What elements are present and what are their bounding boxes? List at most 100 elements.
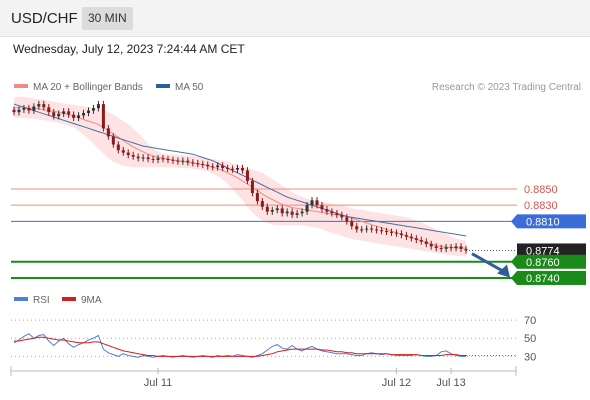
candle-body [380,230,384,232]
bollinger-band [14,96,466,257]
pivot-tag [517,214,586,229]
resistance-label: 0.8850 [524,184,558,196]
pivot-tag-pointer [511,214,517,229]
candle-body [181,160,185,162]
candle-body [275,208,279,211]
candle-body [136,156,140,159]
rsi-legend-swatch [14,297,28,301]
candle-body [345,217,349,222]
support-tag-pointer [511,270,517,285]
price-legend: MA 20 + Bollinger Bands MA 50 Research ©… [14,82,581,93]
candle-body [191,162,195,164]
support-label: 0.8740 [526,273,560,285]
candle-body [62,111,66,114]
ma20-line [13,106,466,249]
candle-body [87,110,91,113]
candle-body [449,247,453,249]
forecast-arrow [471,252,510,278]
candle-body [131,155,135,157]
candle-body [42,104,46,108]
candle-body [270,210,274,212]
support-tag-pointer [511,254,517,269]
candle-body [260,201,264,207]
candle-body [17,109,21,113]
candle-body [27,108,31,111]
candle-body [72,114,76,118]
rsi-ma-legend-label: 9MA [81,295,102,306]
attribution-text: Research © 2023 Trading Central [432,82,581,93]
candle-body [350,221,354,227]
candle-body [429,243,433,247]
candle-body [444,247,448,249]
rsi-line [13,333,466,358]
timeframe-button[interactable]: 30 MIN [82,7,133,30]
x-tick-label: Jul 13 [436,377,465,389]
rsi-tick-label: 50 [524,333,536,345]
candle-body [255,193,259,202]
candle-body [335,213,339,215]
candle-body [47,107,51,113]
rsi-legend-label: RSI [33,295,50,306]
candle-body [221,165,225,168]
candle-body [315,200,319,206]
candle-body [171,159,175,161]
candle-body [320,205,324,210]
forecast-arrowhead [497,264,510,278]
support-label: 0.8760 [526,257,560,269]
candle-body [310,200,314,206]
candle-body [414,238,418,240]
candle-body [166,159,170,161]
candle-body [77,115,81,118]
candle-body [156,158,160,160]
resistance-label: 0.8830 [524,200,558,212]
candle-body [206,164,210,167]
symbol-label: USD/CHF [11,10,78,27]
candle-body [370,228,374,230]
candle-body [240,167,244,171]
candle-body [111,136,115,145]
candle-body [424,241,428,244]
candle-body [37,104,41,107]
candle-body [285,211,289,214]
candle-body [161,158,165,160]
ma20-legend-label: MA 20 + Bollinger Bands [33,82,143,93]
rsi-tick-label: 30 [524,351,536,363]
rsi-ma-legend-swatch [62,297,76,301]
candle-body [305,205,309,212]
chart-datetime: Wednesday, July 12, 2023 7:24:44 AM CET [13,42,245,56]
bollinger-band-area [14,96,466,257]
candle-body [96,104,100,109]
candle-body [82,112,86,116]
rsi-ma-line [14,336,466,357]
candle-body [101,104,105,129]
candle-body [186,160,190,163]
candle-body [146,157,150,160]
candle-body [355,226,359,230]
forecast-arrow-shaft [471,252,503,272]
candle-body [141,157,145,159]
ma20-legend-swatch [14,84,28,88]
candle-body [226,167,230,169]
candle-body [404,235,408,237]
candle-body [22,108,26,110]
candle-body [325,209,329,212]
x-axis: Jul 11 Jul 12 Jul 13 [10,366,517,389]
candle-body [280,208,284,214]
candle-body [434,246,438,249]
candle-body [290,211,294,215]
current-price-label: 0.8774 [526,245,560,257]
candle-body [419,239,423,242]
candle-body [265,206,269,212]
candle-body [67,111,71,115]
moving-averages [13,103,467,249]
candle-body [245,170,249,181]
candle-body [196,163,200,165]
current-price-tag [517,243,586,258]
support-tag [517,254,586,269]
candle-body [201,163,205,165]
candle-body [106,128,110,137]
candle-body [295,213,299,215]
candle-body [409,236,413,239]
candle-body [300,211,304,214]
